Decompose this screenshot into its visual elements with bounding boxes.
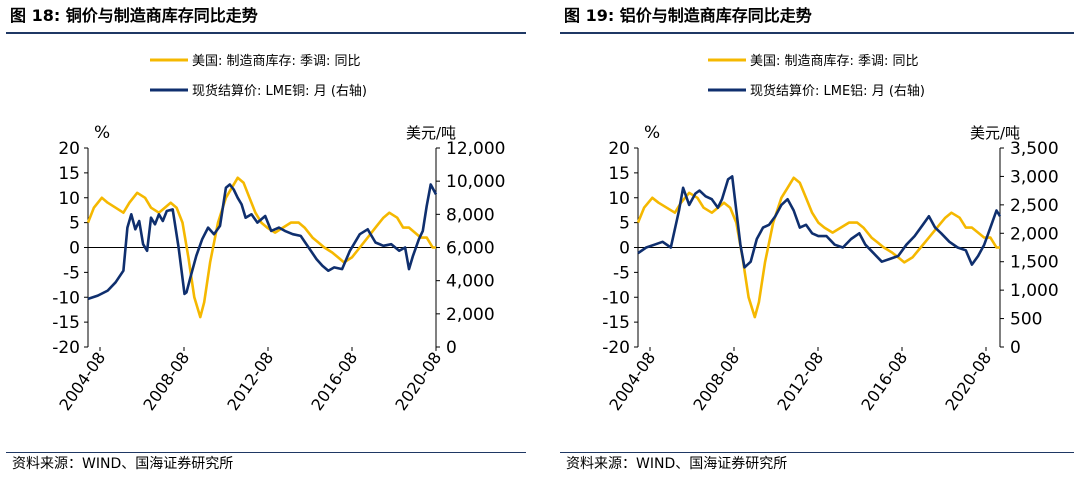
copper-left-tick-label: 20 (58, 139, 80, 159)
aluminum-right-unit: 美元/吨 (970, 124, 1020, 142)
copper-right-tick-label: 0 (446, 338, 457, 358)
copper-left-tick-label: -5 (63, 263, 80, 283)
aluminum-x-tick-label: 2020-08 (941, 348, 995, 414)
aluminum-left-tick-label: -5 (613, 263, 630, 283)
aluminum-series-price-line (637, 175, 1002, 269)
copper-right-tick-label: 2,000 (446, 305, 495, 325)
aluminum-right-tick-label: 1,000 (1010, 281, 1059, 301)
copper-left-tick-label: -10 (52, 288, 80, 308)
aluminum-x-tick-label: 2008-08 (689, 348, 743, 414)
aluminum-legend-label-1: 现货结算价: LME铝: 月 (右轴) (750, 83, 925, 99)
aluminum-x-tick-label: 2016-08 (857, 348, 911, 414)
copper-left-unit: % (94, 123, 110, 143)
aluminum-right-tick-label: 3,500 (1010, 139, 1059, 159)
aluminum-left-tick-label: 10 (608, 189, 630, 209)
copper-right-tick-label: 8,000 (446, 205, 495, 225)
copper-x-tick-label: 2020-08 (391, 348, 445, 414)
aluminum-left-tick-label: 15 (608, 164, 630, 184)
aluminum-left-unit: % (644, 123, 660, 143)
aluminum-left-tick-label: -10 (602, 288, 630, 308)
aluminum-left-tick-label: 20 (608, 139, 630, 159)
aluminum-legend-label-0: 美国: 制造商库存: 季调: 同比 (750, 53, 919, 69)
copper-x-tick-label: 2004-08 (55, 348, 109, 414)
copper-left-tick-label: 5 (69, 214, 80, 234)
aluminum-series-inventory-line (636, 176, 1000, 319)
aluminum-right-tick-label: 2,000 (1010, 224, 1059, 244)
copper-left-tick-label: 15 (58, 164, 80, 184)
aluminum-x-tick-label: 2012-08 (773, 348, 827, 414)
figure-18-title: 图 18: 铜价与制造商库存同比走势 (6, 0, 526, 34)
copper-left-tick-label: -20 (52, 338, 80, 358)
aluminum-x-tick-label: 2004-08 (605, 348, 659, 414)
copper-legend-label-1: 现货结算价: LME铜: 月 (右轴) (192, 83, 367, 99)
copper-right-tick-label: 4,000 (446, 272, 495, 292)
copper-left-tick-label: -15 (52, 313, 80, 333)
copper-right-tick-label: 12,000 (446, 139, 505, 159)
copper-right-tick-label: 6,000 (446, 239, 495, 259)
aluminum-left-tick-label: 0 (619, 239, 630, 259)
copper-x-tick-label: 2016-08 (307, 348, 361, 414)
copper-right-tick-label: 10,000 (446, 172, 505, 192)
aluminum-right-tick-label: 3,000 (1010, 167, 1059, 187)
copper-x-tick-label: 2008-08 (139, 348, 193, 414)
copper-left-tick-label: 0 (69, 239, 80, 259)
copper-series-inventory-line (86, 176, 436, 319)
aluminum-left-tick-label: -20 (602, 338, 630, 358)
aluminum-left-tick-label: -15 (602, 313, 630, 333)
source-note-right: 资料来源：WIND、国海证券研究所 (560, 452, 1074, 474)
copper-legend-label-0: 美国: 制造商库存: 季调: 同比 (192, 53, 361, 69)
source-note-left: 资料来源：WIND、国海证券研究所 (6, 452, 526, 474)
aluminum-right-tick-label: 0 (1010, 338, 1021, 358)
aluminum-right-tick-label: 1,500 (1010, 253, 1059, 273)
copper-x-tick-label: 2012-08 (223, 348, 277, 414)
copper-series-price-line (87, 183, 438, 301)
aluminum-right-tick-label: 2,500 (1010, 196, 1059, 216)
copper-right-unit: 美元/吨 (406, 124, 456, 142)
aluminum-right-tick-label: 500 (1010, 310, 1042, 330)
copper-left-tick-label: 10 (58, 189, 80, 209)
figure-19-title: 图 19: 铝价与制造商库存同比走势 (560, 0, 1074, 34)
aluminum-left-tick-label: 5 (619, 214, 630, 234)
